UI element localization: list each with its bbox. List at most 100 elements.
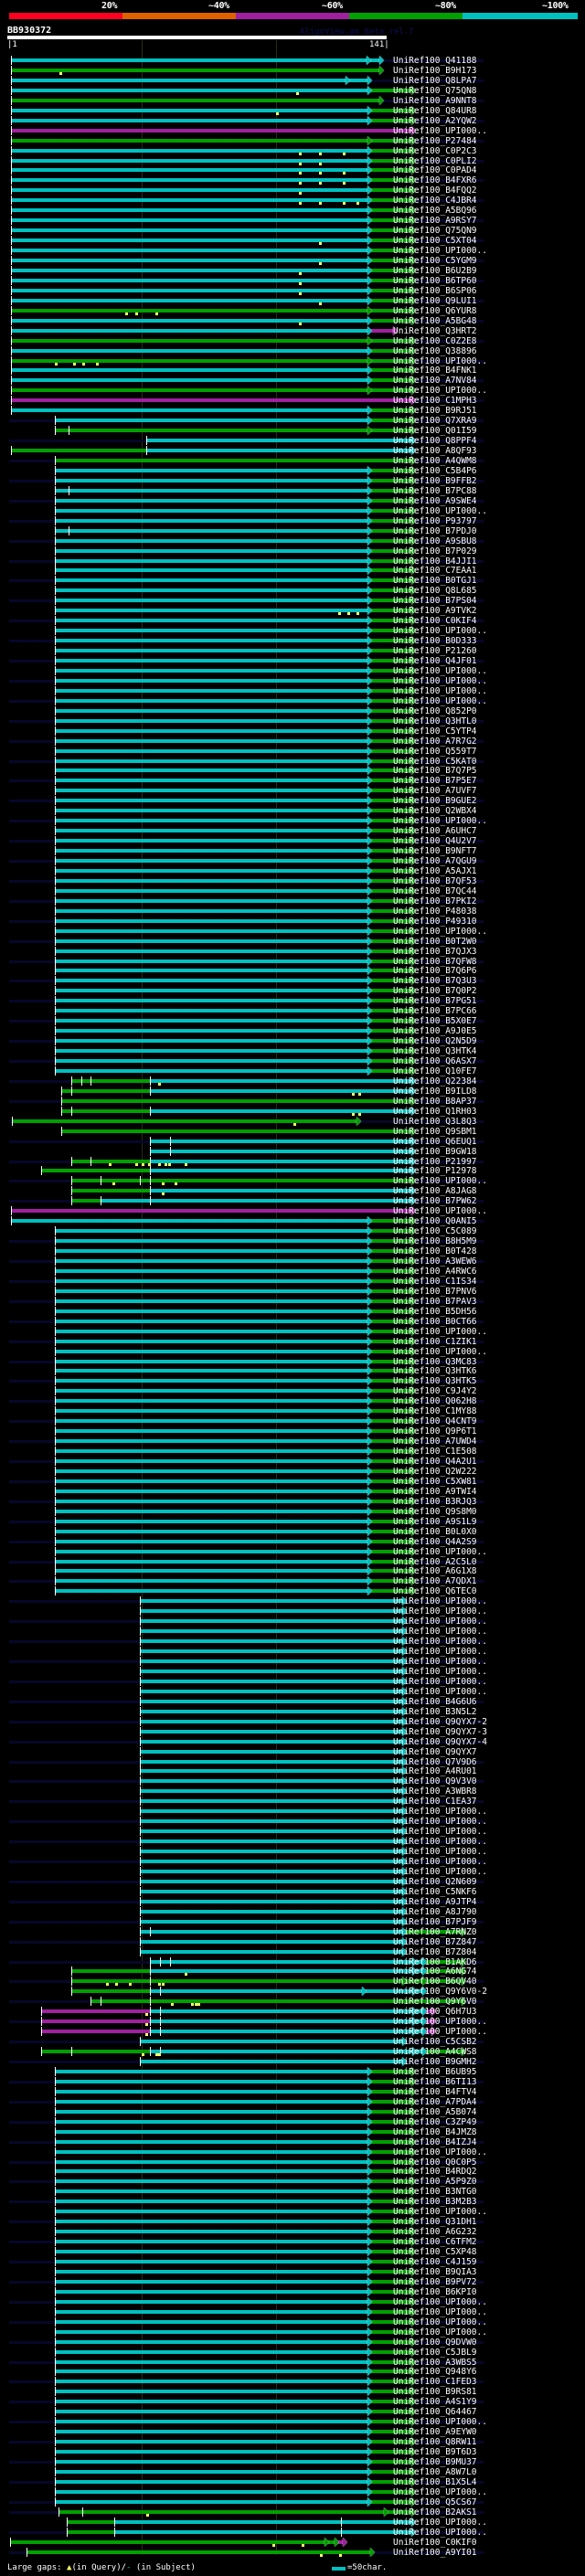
hit-segment[interactable] — [71, 1969, 150, 1974]
hit-label[interactable]: UniRef100_UPI000.. — [393, 1206, 487, 1217]
alignment-row[interactable]: UniRef100_UPI000.. — [0, 685, 585, 696]
hit-segment[interactable] — [71, 1179, 411, 1183]
alignment-row[interactable]: UniRef100_B9T6D3 — [0, 2447, 585, 2457]
hit-segment[interactable] — [367, 989, 411, 993]
hit-label[interactable]: UniRef100_Q75QN8 — [393, 85, 477, 96]
alignment-row[interactable]: UniRef100_Q6YUR8 — [0, 305, 585, 316]
hit-segment[interactable] — [55, 758, 367, 763]
hit-segment[interactable] — [367, 2400, 411, 2404]
hit-segment[interactable] — [367, 1389, 411, 1394]
alignment-row[interactable]: UniRef100_A6G1X8 — [0, 1566, 585, 1576]
hit-segment[interactable] — [367, 859, 411, 863]
alignment-row[interactable]: UniRef100_Q9SBM1 — [0, 1126, 585, 1137]
hit-segment[interactable] — [367, 298, 411, 302]
hit-segment[interactable] — [11, 249, 367, 253]
hit-label[interactable]: UniRef100_C5XT04 — [393, 236, 477, 247]
alignment-row[interactable]: UniRef100_C5KAT0 — [0, 756, 585, 767]
hit-label[interactable]: UniRef100_UPI000.. — [393, 2316, 487, 2327]
hit-segment[interactable] — [55, 508, 367, 513]
alignment-row[interactable]: UniRef100_UPI000.. — [0, 505, 585, 516]
alignment-row[interactable]: UniRef100_UPI000.. — [0, 2486, 585, 2497]
alignment-row[interactable]: UniRef100_Q64467 — [0, 2407, 585, 2417]
hit-label[interactable]: UniRef100_C5B4P6 — [393, 465, 477, 476]
alignment-row[interactable]: UniRef100_Q9S8M0 — [0, 1506, 585, 1517]
hit-label[interactable]: UniRef100_B6QV40 — [393, 1977, 477, 1988]
hit-segment[interactable] — [11, 68, 379, 72]
alignment-row[interactable]: UniRef100_Q4A2U1 — [0, 1457, 585, 1467]
hit-segment[interactable] — [55, 878, 367, 883]
hit-label[interactable]: UniRef100_B3RJQ3 — [393, 1496, 477, 1507]
hit-segment[interactable] — [55, 1319, 367, 1323]
alignment-row[interactable]: UniRef100_C5JBL9 — [0, 2347, 585, 2358]
hit-segment[interactable] — [55, 1499, 367, 1503]
hit-segment[interactable] — [11, 298, 367, 302]
alignment-row[interactable]: UniRef100_UPI000.. — [0, 1866, 585, 1877]
hit-segment[interactable] — [55, 1549, 367, 1553]
alignment-row[interactable]: UniRef100_Q22384 — [0, 1076, 585, 1087]
alignment-row[interactable]: UniRef100_Q9LUI1 — [0, 295, 585, 306]
alignment-row[interactable]: UniRef100_A5P9Z0 — [0, 2177, 585, 2187]
hit-label[interactable]: UniRef100_UPI000.. — [393, 1546, 487, 1557]
hit-label[interactable]: UniRef100_Q9Y6V0-2 — [393, 1987, 487, 1998]
hit-label[interactable]: UniRef100_UPI000.. — [393, 685, 487, 696]
hit-segment[interactable] — [367, 2269, 411, 2274]
hit-segment[interactable] — [367, 1468, 411, 1473]
alignment-row[interactable]: UniRef100_P48038 — [0, 906, 585, 917]
hit-segment[interactable] — [367, 888, 411, 893]
hit-label[interactable]: UniRef100_B7P5E7 — [393, 776, 477, 787]
hit-segment[interactable] — [140, 1899, 402, 1903]
hit-segment[interactable] — [367, 668, 411, 673]
alignment-row[interactable]: UniRef100_UPI000.. — [0, 1686, 585, 1697]
hit-label[interactable]: UniRef100_UPI000.. — [393, 1686, 487, 1697]
hit-segment[interactable] — [55, 488, 367, 493]
hit-label[interactable]: UniRef100_UPI000.. — [393, 1817, 487, 1828]
hit-segment[interactable] — [367, 969, 411, 973]
hit-segment[interactable] — [55, 2469, 367, 2474]
hit-segment[interactable] — [367, 1039, 411, 1044]
hit-label[interactable]: UniRef100_B7PNV6 — [393, 1286, 477, 1297]
hit-label[interactable]: UniRef100_C4JBR4 — [393, 196, 477, 207]
hit-label[interactable]: UniRef100_B7QJX3 — [393, 946, 477, 957]
hit-label[interactable]: UniRef100_UPI000.. — [393, 2327, 487, 2337]
hit-label[interactable]: UniRef100_B2AKS1 — [393, 2507, 477, 2518]
hit-label[interactable]: UniRef100_C0KIF0 — [393, 2537, 477, 2548]
hit-segment[interactable] — [140, 1939, 402, 1944]
hit-segment[interactable] — [55, 528, 367, 533]
hit-label[interactable]: UniRef100_C5YGM9 — [393, 256, 477, 266]
hit-label[interactable]: UniRef100_B7PW62 — [393, 1196, 477, 1207]
alignment-row[interactable]: UniRef100_A8W7L0 — [0, 2466, 585, 2477]
hit-label[interactable]: UniRef100_Q4A2U1 — [393, 1457, 477, 1467]
hit-label[interactable]: UniRef100_A5B074 — [393, 2106, 477, 2117]
alignment-row[interactable]: UniRef100_Q9Y6V0 — [0, 1997, 585, 2007]
alignment-row[interactable]: UniRef100_UPI000.. — [0, 1676, 585, 1687]
hit-segment[interactable] — [55, 688, 367, 693]
hit-label[interactable]: UniRef100_B7Q3U3 — [393, 976, 477, 987]
hit-segment[interactable] — [140, 1889, 402, 1893]
alignment-row[interactable]: UniRef100_B3NTG0 — [0, 2187, 585, 2197]
alignment-row[interactable]: UniRef100_P21997 — [0, 1156, 585, 1167]
alignment-row[interactable]: UniRef100_UPI000.. — [0, 2316, 585, 2327]
hit-segment[interactable] — [367, 599, 411, 603]
hit-segment[interactable] — [367, 2380, 411, 2384]
hit-label[interactable]: UniRef100_UPI000.. — [393, 505, 487, 516]
alignment-row[interactable]: UniRef100_UPI000.. — [0, 1206, 585, 1216]
alignment-row[interactable]: UniRef100_Q38896 — [0, 345, 585, 356]
alignment-row[interactable]: UniRef100_C0P2C3 — [0, 145, 585, 156]
hit-segment[interactable] — [55, 799, 367, 803]
alignment-row[interactable]: UniRef100_Q062H8 — [0, 1396, 585, 1406]
hit-segment[interactable] — [367, 2460, 411, 2464]
hit-segment[interactable] — [55, 938, 367, 943]
hit-label[interactable]: UniRef100_UPI000.. — [393, 626, 487, 637]
hit-segment[interactable] — [367, 708, 411, 713]
hit-segment[interactable] — [367, 2200, 411, 2204]
hit-segment[interactable] — [71, 1979, 462, 1984]
alignment-row[interactable]: UniRef100_C5YGM9 — [0, 256, 585, 266]
alignment-row[interactable]: UniRef100_C1FED3 — [0, 2377, 585, 2387]
alignment-row[interactable]: UniRef100_B9GW18 — [0, 1146, 585, 1157]
hit-label[interactable]: UniRef100_B7PC88 — [393, 485, 477, 496]
hit-label[interactable]: UniRef100_C1MPH3 — [393, 396, 477, 407]
hit-segment[interactable] — [55, 1268, 367, 1273]
hit-segment[interactable] — [55, 1439, 367, 1444]
hit-label[interactable]: UniRef100_Q9SBM1 — [393, 1126, 477, 1137]
hit-segment[interactable] — [55, 1389, 367, 1394]
